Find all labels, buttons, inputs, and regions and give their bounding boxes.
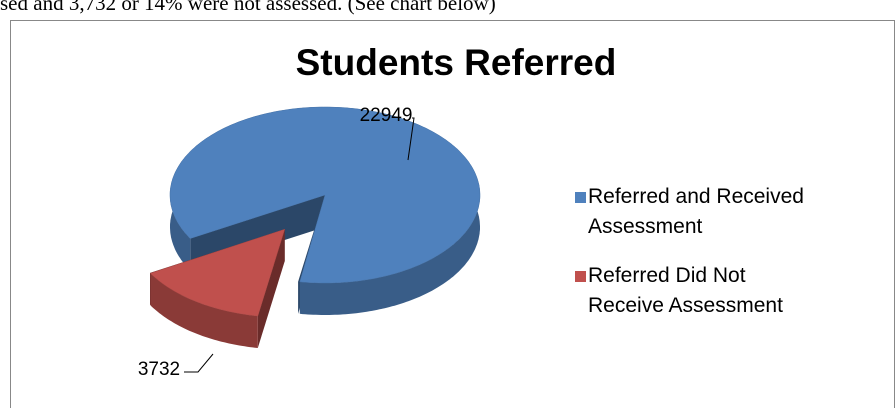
chart-frame (10, 20, 895, 408)
legend-swatch (575, 192, 586, 203)
leader-line (184, 353, 214, 373)
legend-swatch (575, 271, 586, 282)
caption: sed and 3,732 or 14% were not assessed. … (0, 0, 496, 15)
slice (149, 228, 286, 317)
leader-line (407, 117, 415, 161)
data-label: 22949 (360, 105, 413, 126)
chart-title: Students Referred (296, 42, 617, 83)
legend-label: Referred Did Not Receive Assessment (588, 264, 783, 317)
slice-wall (150, 273, 258, 348)
data-label: 3732 (138, 359, 180, 380)
legend-label: Referred and Received Assessment (588, 185, 804, 238)
